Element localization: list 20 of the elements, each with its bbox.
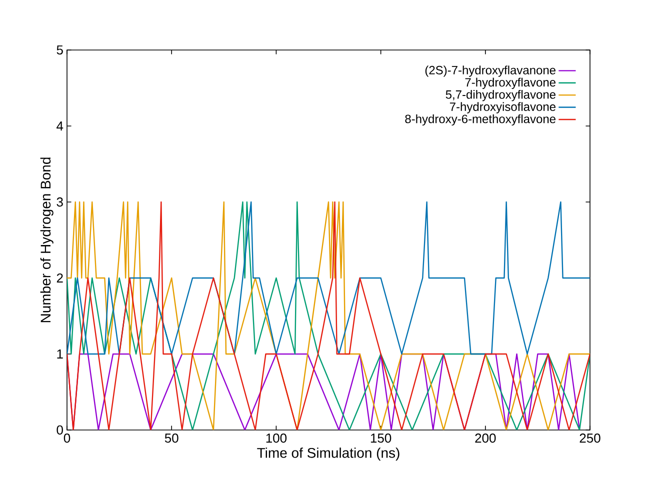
x-tick-label: 100 (266, 434, 287, 443)
legend-label: 8-hydroxy-6-methoxyflavone (405, 114, 556, 126)
x-tick-label: 150 (370, 434, 392, 443)
legend-label: 5,7-dihydroxyflavone (446, 90, 556, 102)
y-tick-label: 1 (57, 350, 63, 358)
legend-label: 7-hydroxyflavone (465, 78, 556, 89)
line-series (67, 201, 590, 430)
y-tick-label: 5 (56, 45, 63, 55)
x-tick-label: 200 (475, 434, 496, 443)
legend-label: (2S)-7-hydroxyflavanone (425, 66, 556, 77)
y-tick-label: 3 (56, 197, 63, 207)
y-axis-title: Number of Hydrogen Bond (40, 158, 54, 322)
x-tick-label: 250 (580, 434, 600, 443)
y-tick-label: 2 (56, 273, 63, 283)
legend-label: 7-hydroxyisoflavone (450, 102, 556, 114)
x-tick-label: 0 (64, 434, 70, 443)
y-tick-label: 4 (56, 122, 64, 130)
x-axis-title: Time of Simulation (ns) (257, 448, 400, 461)
x-tick-label: 50 (164, 434, 178, 443)
y-tick-label: 0 (56, 425, 63, 435)
